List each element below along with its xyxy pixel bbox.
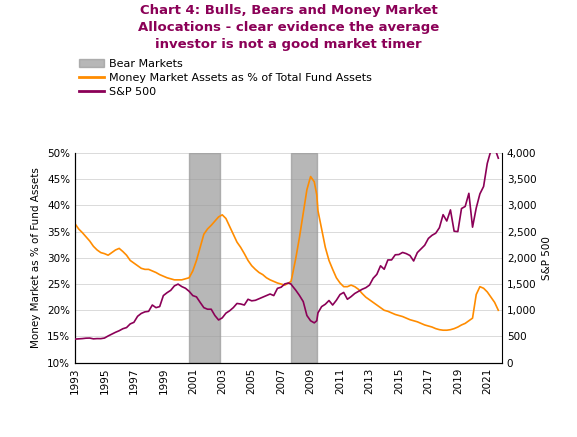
Legend: Bear Markets, Money Market Assets as % of Total Fund Assets, S&P 500: Bear Markets, Money Market Assets as % o…	[75, 54, 377, 101]
Y-axis label: Money Market as % of Fund Assets: Money Market as % of Fund Assets	[32, 167, 42, 348]
Bar	[291, 153, 317, 363]
Y-axis label: S&P 500: S&P 500	[542, 236, 552, 280]
Text: Chart 4: Bulls, Bears and Money Market
Allocations - clear evidence the average
: Chart 4: Bulls, Bears and Money Market A…	[138, 4, 439, 52]
Bar	[189, 153, 220, 363]
